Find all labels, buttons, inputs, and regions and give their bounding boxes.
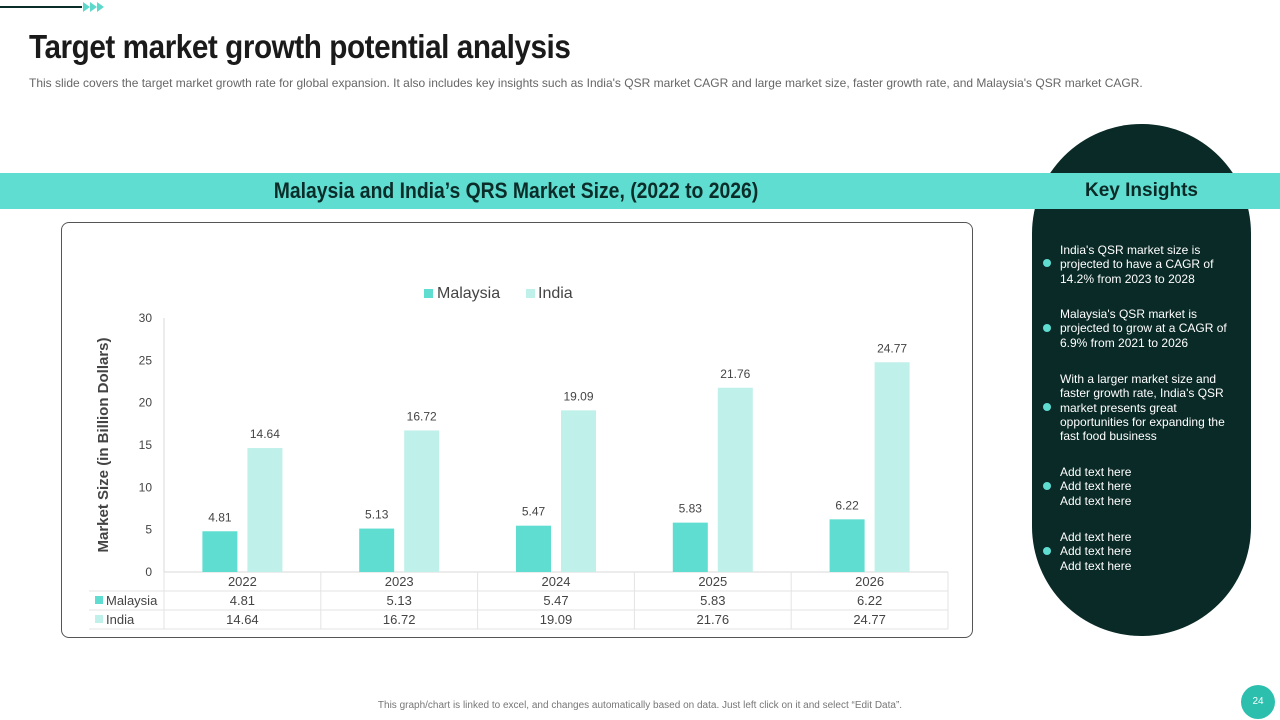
bullet-icon (1043, 259, 1051, 267)
bullet-icon (1043, 324, 1051, 332)
chevron-right-icon (83, 2, 90, 12)
page-title: Target market growth potential analysis (29, 28, 571, 65)
bullet-icon (1043, 547, 1051, 555)
page-subtitle: This slide covers the target market grow… (29, 76, 1143, 90)
chart-frame (61, 222, 973, 638)
insight-item-1: India's QSR market size is projected to … (1060, 243, 1214, 286)
page-number: 24 (1241, 685, 1275, 719)
insight-item-5: Add text here Add text here Add text her… (1060, 530, 1132, 573)
chart-heading: Malaysia and India’s QRS Market Size, (2… (273, 178, 759, 203)
chevron-right-icon (90, 2, 97, 12)
chevron-right-icon (97, 2, 104, 12)
decor-line (0, 6, 82, 8)
key-insights-title: Key Insights (1085, 180, 1198, 201)
footer-note: This graph/chart is linked to excel, and… (377, 700, 903, 711)
key-insights-header (1032, 173, 1251, 209)
insight-item-3: With a larger market size and faster gro… (1060, 372, 1225, 444)
bullet-icon (1043, 403, 1051, 411)
key-insights-panel (1032, 124, 1251, 636)
insight-item-2: Malaysia's QSR market is projected to gr… (1060, 307, 1227, 350)
bullet-icon (1043, 482, 1051, 490)
insight-item-4: Add text here Add text here Add text her… (1060, 465, 1132, 508)
